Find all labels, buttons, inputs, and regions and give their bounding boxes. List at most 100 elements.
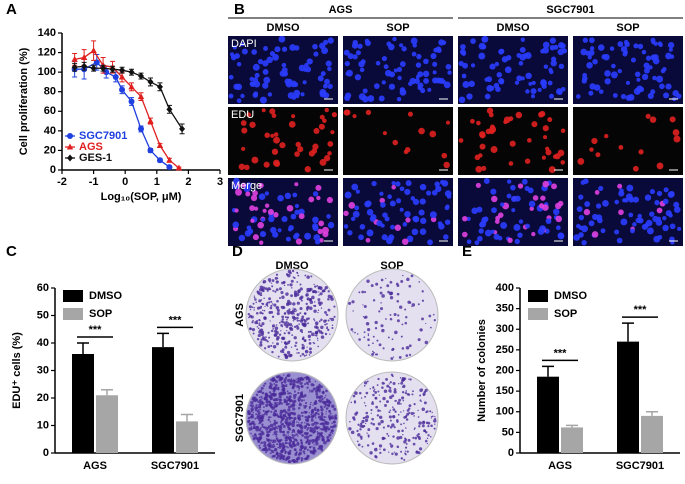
colony	[258, 323, 261, 327]
colony	[259, 324, 263, 328]
colony	[354, 391, 358, 395]
cell	[471, 207, 478, 215]
cell	[285, 236, 291, 242]
colony	[392, 415, 395, 418]
colony	[296, 352, 298, 354]
colony	[272, 289, 275, 292]
colony	[316, 284, 319, 287]
cell	[550, 60, 557, 67]
colony	[266, 340, 269, 343]
significance-label: ***	[169, 314, 183, 326]
error-bar	[101, 389, 113, 396]
colony	[292, 441, 295, 443]
cell	[462, 215, 468, 222]
colony	[262, 337, 266, 341]
colony	[280, 438, 283, 442]
colony	[434, 415, 436, 418]
column-label: DMSO	[276, 260, 309, 272]
cell	[352, 54, 358, 60]
cell	[470, 63, 476, 68]
colony	[296, 309, 298, 311]
colony	[421, 329, 423, 331]
colony	[328, 434, 331, 436]
colony	[302, 412, 305, 414]
colony	[431, 415, 434, 418]
x-axis-label: Log₁₀(SOP, μM)	[101, 191, 182, 203]
colony	[274, 276, 278, 280]
colony	[419, 394, 422, 397]
cell	[281, 216, 288, 223]
colony	[375, 405, 378, 409]
colony	[392, 382, 396, 386]
colony	[279, 453, 283, 456]
colony	[306, 428, 309, 431]
cell	[294, 151, 300, 157]
colony	[405, 443, 408, 445]
colony	[272, 328, 274, 330]
colony	[264, 443, 267, 446]
cell	[326, 214, 331, 219]
cell	[531, 121, 538, 128]
colony	[277, 375, 281, 379]
colony	[319, 301, 323, 305]
colony	[394, 452, 398, 456]
cell	[238, 163, 246, 170]
cell	[584, 201, 591, 207]
colony	[405, 315, 408, 319]
cell	[649, 211, 655, 217]
colony	[265, 413, 268, 416]
cell	[249, 121, 256, 128]
cell	[545, 149, 552, 156]
cell	[393, 68, 398, 73]
colony	[350, 401, 353, 404]
bar	[561, 427, 583, 453]
cell	[261, 108, 266, 113]
cell	[560, 128, 566, 134]
colony	[374, 320, 378, 325]
cell	[412, 198, 420, 206]
colony	[427, 421, 431, 425]
colony	[330, 437, 332, 440]
colony	[324, 421, 328, 425]
colony	[288, 428, 292, 431]
colony	[322, 390, 325, 393]
colony	[291, 325, 294, 327]
colony	[395, 282, 399, 286]
cell	[514, 238, 520, 245]
cell	[354, 205, 360, 211]
error-bar	[566, 424, 578, 428]
colony	[375, 282, 379, 286]
y-tick-label: 120	[38, 46, 56, 58]
colony	[298, 387, 301, 390]
colony	[418, 447, 423, 451]
colony	[308, 288, 311, 292]
colony	[287, 316, 290, 319]
cell	[470, 38, 476, 44]
error-bar	[77, 342, 89, 354]
colony	[377, 390, 380, 393]
cell	[316, 195, 321, 201]
colony	[426, 437, 429, 440]
cell	[277, 228, 282, 233]
cell	[290, 80, 297, 88]
colony	[376, 339, 379, 342]
cell	[620, 93, 627, 100]
cell	[302, 80, 307, 85]
colony	[391, 452, 394, 456]
colony	[264, 287, 268, 291]
cell	[441, 152, 448, 159]
y-tick-label: 30	[37, 364, 49, 376]
cell	[461, 231, 468, 238]
colony	[254, 298, 257, 301]
colony	[320, 385, 323, 389]
colony	[275, 288, 279, 292]
colony	[269, 427, 274, 431]
cell	[323, 92, 330, 99]
colony	[312, 431, 315, 434]
colony	[263, 297, 265, 300]
colony	[307, 426, 310, 430]
colony	[296, 384, 300, 388]
colony	[424, 439, 428, 443]
colony	[264, 382, 267, 385]
cell	[326, 196, 334, 204]
